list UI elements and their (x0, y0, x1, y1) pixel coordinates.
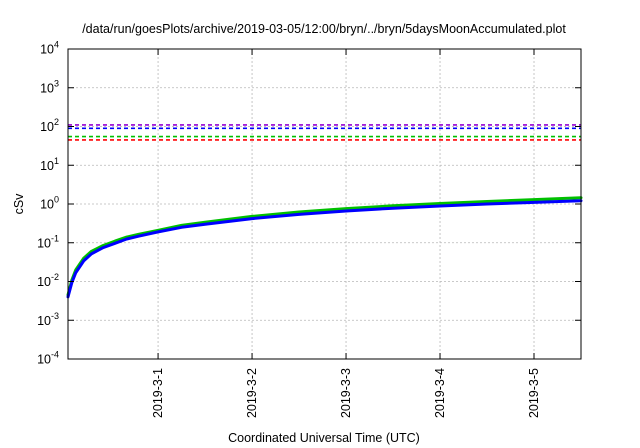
y-tick-base: 10 (37, 353, 51, 367)
y-tick-exponent: -4 (51, 350, 59, 360)
y-tick-exponent: 3 (54, 78, 59, 88)
y-tick-label: 104 (40, 40, 59, 57)
y-tick-base: 10 (40, 159, 54, 173)
chart-title: /data/run/goesPlots/archive/2019-03-05/1… (82, 22, 566, 36)
reference-lines (68, 124, 581, 141)
y-tick-base: 10 (40, 198, 54, 212)
y-tick-label: 10-1 (37, 233, 59, 250)
x-tick-label: 2019-3-2 (245, 368, 259, 418)
y-tick-base: 10 (40, 81, 54, 95)
y-tick-base: 10 (37, 275, 51, 289)
y-tick-label: 101 (40, 156, 59, 173)
y-tick-exponent: -3 (51, 311, 59, 321)
series-line (66, 199, 583, 299)
y-tick-exponent: 0 (54, 195, 59, 205)
data-series (66, 196, 583, 299)
y-tick-base: 10 (40, 43, 54, 57)
x-axis-label: Coordinated Universal Time (UTC) (228, 431, 420, 445)
y-tick-base: 10 (37, 236, 51, 250)
y-tick-base: 10 (40, 120, 54, 134)
y-tick-exponent: 2 (54, 117, 59, 127)
y-tick-exponent: 4 (54, 40, 59, 50)
x-tick-label: 2019-3-5 (527, 368, 541, 418)
x-axis: 2019-3-1 2019-3-2 2019-3-3 2019-3-4 2019-3-5 (151, 49, 541, 418)
y-tick-base: 10 (37, 314, 51, 328)
y-tick-label: 10-4 (37, 350, 59, 367)
x-tick-label: 2019-3-4 (433, 368, 447, 418)
x-tick-label: 2019-3-3 (339, 368, 353, 418)
y-tick-label: 102 (40, 117, 59, 134)
y-axis-label: cSv (12, 193, 26, 215)
grid-lines (68, 49, 581, 359)
y-tick-exponent: -1 (51, 233, 59, 243)
x-tick-label: 2019-3-1 (151, 368, 165, 418)
y-tick-label: 100 (40, 195, 59, 212)
y-tick-exponent: 1 (54, 156, 59, 166)
y-tick-label: 10-3 (37, 311, 59, 328)
y-tick-label: 10-2 (37, 272, 59, 289)
y-tick-label: 103 (40, 78, 59, 95)
y-tick-exponent: -2 (51, 272, 59, 282)
series-line (66, 196, 583, 297)
